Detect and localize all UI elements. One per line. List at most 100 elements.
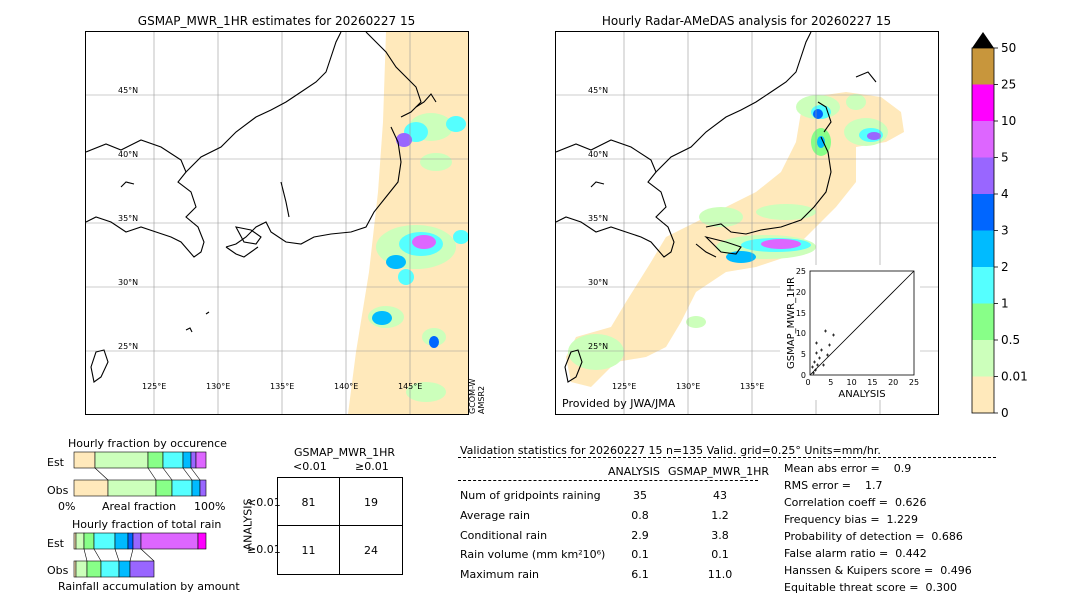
contingency-cell: 19 xyxy=(364,496,378,509)
right-lat-label: 25°N xyxy=(588,342,608,351)
colorbar-label: 5 xyxy=(1001,151,1009,165)
total-rain-caption: Rainfall accumulation by amount xyxy=(58,580,240,593)
colorbar-swatch xyxy=(972,157,994,194)
left-lon-label: 130°E xyxy=(206,382,230,391)
colorbar-swatch xyxy=(972,48,994,85)
total-rain-bars xyxy=(73,531,209,581)
validation-value: 2.9 xyxy=(631,529,649,542)
validation-value: 6.1 xyxy=(631,568,649,581)
svg-text:15: 15 xyxy=(796,309,806,318)
svg-text:25: 25 xyxy=(796,267,806,276)
contingency-row1: <0.01 xyxy=(247,496,281,509)
right-lon-label: 125°E xyxy=(612,382,636,391)
left-lon-label: 145°E xyxy=(398,382,422,391)
left-coastline xyxy=(86,32,437,383)
validation-row: Conditional rain xyxy=(460,529,548,542)
contingency-cell: 24 xyxy=(364,544,378,557)
colorbar-label: 4 xyxy=(1001,187,1009,201)
total-row-est: Est xyxy=(47,537,64,550)
left-lat-label: 30°N xyxy=(118,278,138,287)
contingency-grid: 81 19 11 24 xyxy=(277,477,403,575)
validation-col-rule xyxy=(458,480,758,481)
colorbar-swatch xyxy=(972,340,994,377)
right-map: 45°N 40°N 35°N 30°N 25°N 125°E 130°E 135… xyxy=(555,31,939,415)
svg-text:5: 5 xyxy=(801,350,806,359)
colorbar-swatch xyxy=(972,230,994,267)
contingency-cell: 11 xyxy=(301,544,316,557)
right-lat-label: 35°N xyxy=(588,214,608,223)
score-line: Equitable threat score = 0.300 xyxy=(784,581,957,594)
right-map-title: Hourly Radar-AMeDAS analysis for 2026022… xyxy=(601,14,892,28)
validation-row: Rain volume (mm km²10⁶) xyxy=(460,548,606,561)
occurrence-axis-100: 100% xyxy=(194,500,226,513)
svg-text:10: 10 xyxy=(847,378,857,387)
occurrence-title: Hourly fraction by occurence xyxy=(68,437,227,450)
occurrence-axis-0: 0% xyxy=(58,500,76,513)
contingency-title: GSMAP_MWR_1HR xyxy=(294,446,396,459)
colorbar-label: 1 xyxy=(1001,297,1009,311)
validation-row: Average rain xyxy=(460,509,530,522)
contingency-row2: ≥0.01 xyxy=(247,543,281,556)
score-line: Probability of detection = 0.686 xyxy=(784,530,963,543)
svg-text:25: 25 xyxy=(909,378,919,387)
validation-value: 0.8 xyxy=(631,509,649,522)
colorbar-swatch xyxy=(972,267,994,304)
score-line: Hanssen & Kuipers score = 0.496 xyxy=(784,564,972,577)
left-map: 45°N 40°N 35°N 30°N 25°N 125°E 130°E 135… xyxy=(85,31,469,415)
left-grid xyxy=(86,32,468,414)
total-rain-title: Hourly fraction of total rain xyxy=(72,518,222,531)
svg-text:20: 20 xyxy=(796,288,806,297)
occurrence-bars xyxy=(73,450,209,500)
occurrence-row-est: Est xyxy=(47,456,64,469)
colorbar-swatch xyxy=(972,303,994,340)
occurrence-axis-label: Areal fraction xyxy=(102,500,177,513)
validation-header: Validation statistics for 20260227 15 n=… xyxy=(460,444,881,457)
validation-row: Num of gridpoints raining xyxy=(460,489,601,502)
left-lat-label: 40°N xyxy=(118,150,138,159)
colorbar-label: 0.01 xyxy=(1001,370,1028,384)
right-lat-label: 30°N xyxy=(588,278,608,287)
right-lon-label: 135°E xyxy=(740,382,764,391)
validation-value: 43 xyxy=(713,489,727,502)
left-map-title: GSMAP_MWR_1HR estimates for 20260227 15 xyxy=(137,14,416,28)
svg-text:0: 0 xyxy=(801,371,806,380)
left-lat-label: 35°N xyxy=(118,214,138,223)
validation-value: 0.1 xyxy=(711,548,729,561)
colorbar-label: 3 xyxy=(1001,224,1009,238)
right-lat-label: 40°N xyxy=(588,150,608,159)
contingency-col2: ≥0.01 xyxy=(355,460,389,473)
score-line: False alarm ratio = 0.442 xyxy=(784,547,927,560)
validation-value: 1.2 xyxy=(711,509,729,522)
score-line: Correlation coeff = 0.626 xyxy=(784,496,927,509)
colorbar-extend-arrow xyxy=(972,32,994,48)
score-line: RMS error = 1.7 xyxy=(784,479,883,492)
right-coastline xyxy=(556,32,877,383)
colorbar-swatches xyxy=(972,48,994,413)
colorbar-label: 2 xyxy=(1001,260,1009,274)
score-line: Mean abs error = 0.9 xyxy=(784,462,912,475)
svg-text:15: 15 xyxy=(867,378,877,387)
occurrence-row-obs: Obs xyxy=(47,484,69,497)
colorbar-label: 0.5 xyxy=(1001,333,1020,347)
inset-xlabel: ANALYSIS xyxy=(838,389,885,400)
svg-text:5: 5 xyxy=(828,378,833,387)
left-lon-label: 135°E xyxy=(270,382,294,391)
svg-text:10: 10 xyxy=(796,329,806,338)
left-lon-label: 140°E xyxy=(334,382,358,391)
svg-text:20: 20 xyxy=(888,378,898,387)
contingency-cell: 81 xyxy=(301,496,316,509)
colorbar-label: 0 xyxy=(1001,406,1009,418)
colorbar-swatch xyxy=(972,84,994,121)
svg-text:0: 0 xyxy=(805,378,810,387)
validation-value: 11.0 xyxy=(707,568,733,581)
left-lat-label: 45°N xyxy=(118,86,138,95)
validation-value: 3.8 xyxy=(711,529,729,542)
validation-value: 35 xyxy=(633,489,647,502)
inset-scatter: 0 5 10 15 20 25 0 5 10 15 20 25 xyxy=(780,265,920,400)
validation-col-gsmap: GSMAP_MWR_1HR xyxy=(668,465,770,478)
colorbar-label: 10 xyxy=(1001,114,1016,128)
score-line: Frequency bias = 1.229 xyxy=(784,513,919,526)
validation-header-rule xyxy=(458,457,996,458)
total-row-obs: Obs xyxy=(47,564,69,577)
satellite-label: GCOM-W AMSR2 xyxy=(468,378,486,414)
